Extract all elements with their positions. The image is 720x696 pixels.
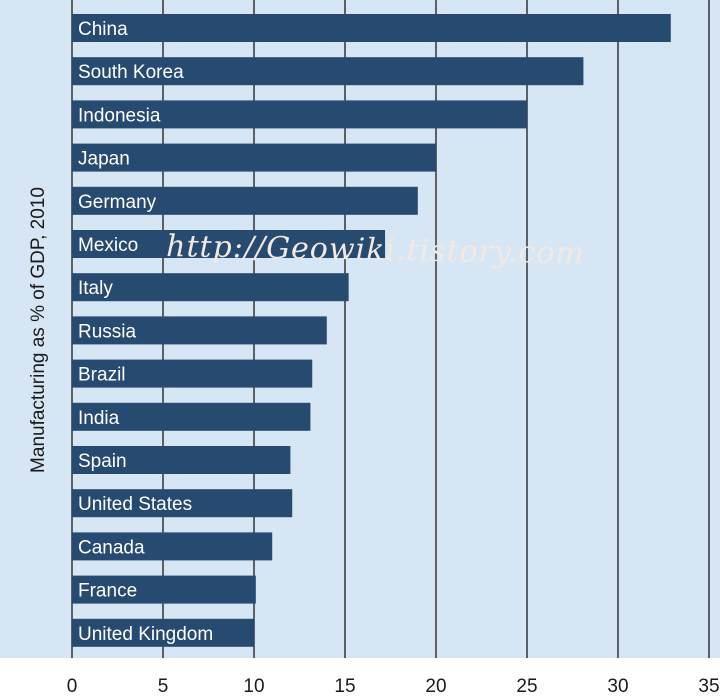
x-tick-label: 30	[607, 676, 628, 696]
bar	[72, 100, 527, 129]
x-tick-label: 25	[516, 676, 537, 696]
x-tick-label: 35	[698, 676, 719, 696]
x-tick-label: 5	[158, 676, 169, 696]
bar-category-label: Brazil	[78, 365, 126, 386]
x-tick-label: 15	[334, 676, 355, 696]
bar-category-label: Italy	[78, 278, 113, 299]
bar	[72, 14, 671, 42]
bar	[72, 186, 418, 215]
bar	[72, 402, 311, 431]
bar-category-label: Mexico	[78, 235, 138, 256]
bar-category-label: Indonesia	[78, 105, 161, 126]
bar	[72, 532, 273, 561]
watermark-text: http://Geowiki.tistory.com	[166, 229, 585, 271]
x-tick-label: 20	[425, 676, 446, 696]
x-tick-label: 10	[243, 676, 264, 696]
bar-category-label: France	[78, 581, 137, 602]
bar-category-label: United States	[78, 494, 192, 515]
x-tick-label: 0	[67, 676, 78, 696]
bar	[72, 446, 291, 474]
y-axis-title: Manufacturing as % of GDP, 2010	[28, 187, 49, 473]
bar-category-label: Russia	[78, 321, 137, 342]
bar	[72, 618, 254, 647]
bar	[72, 57, 584, 86]
bar	[72, 316, 327, 345]
bar	[72, 230, 386, 258]
x-axis-ticks: 0 5 10 15 20 25 30 35	[67, 676, 720, 696]
bar	[72, 575, 256, 604]
bar	[72, 359, 313, 388]
bar	[72, 273, 349, 302]
bar-category-label: Spain	[78, 451, 127, 472]
bar	[72, 489, 293, 518]
bar-category-label: Germany	[78, 192, 157, 213]
bar-category-label: United Kingdom	[78, 624, 213, 645]
bar	[72, 143, 436, 172]
bar-category-label: Japan	[78, 149, 130, 170]
bars: China South Korea Indonesia Japan Germany Mex…	[72, 14, 671, 647]
bar-category-label: Canada	[78, 537, 145, 558]
bar-category-label: China	[78, 19, 128, 40]
bar-category-label: India	[78, 408, 120, 429]
bar-category-label: South Korea	[78, 62, 184, 83]
